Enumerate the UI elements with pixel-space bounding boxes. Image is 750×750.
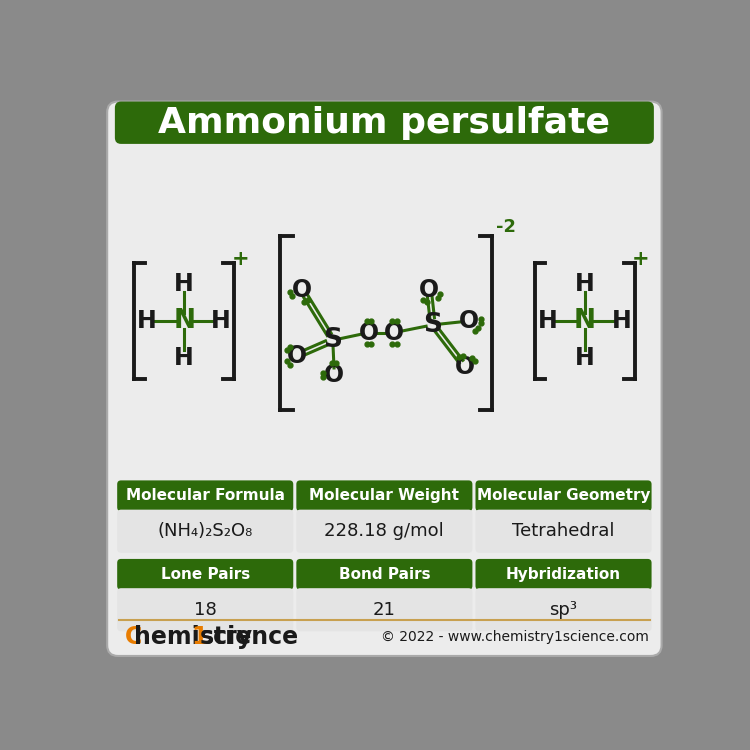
- Text: O: O: [359, 320, 379, 344]
- Text: Ammonium persulfate: Ammonium persulfate: [158, 106, 610, 140]
- FancyBboxPatch shape: [476, 510, 652, 553]
- Text: N: N: [173, 308, 195, 334]
- FancyBboxPatch shape: [117, 510, 293, 553]
- Text: H: H: [538, 309, 557, 333]
- FancyBboxPatch shape: [115, 101, 654, 144]
- Text: H: H: [137, 309, 157, 333]
- Text: sp³: sp³: [550, 601, 578, 619]
- Text: 18: 18: [194, 601, 217, 619]
- Text: H: H: [174, 272, 194, 296]
- Text: H: H: [574, 272, 595, 296]
- Text: +: +: [632, 250, 650, 269]
- Text: © 2022 - www.chemistry1science.com: © 2022 - www.chemistry1science.com: [380, 630, 649, 644]
- Text: Lone Pairs: Lone Pairs: [160, 567, 250, 582]
- Text: O: O: [292, 278, 312, 302]
- FancyBboxPatch shape: [296, 588, 472, 632]
- Text: +: +: [232, 250, 249, 269]
- FancyBboxPatch shape: [296, 481, 472, 512]
- Text: (NH₄)₂S₂O₈: (NH₄)₂S₂O₈: [158, 522, 253, 540]
- FancyBboxPatch shape: [117, 588, 293, 632]
- Text: N: N: [574, 308, 596, 334]
- FancyBboxPatch shape: [476, 588, 652, 632]
- Text: H: H: [574, 346, 595, 370]
- Text: -2: -2: [496, 218, 516, 236]
- FancyBboxPatch shape: [476, 481, 652, 512]
- Text: Bond Pairs: Bond Pairs: [338, 567, 430, 582]
- FancyBboxPatch shape: [107, 101, 662, 656]
- Text: O: O: [287, 344, 308, 368]
- Text: 228.18 g/mol: 228.18 g/mol: [325, 522, 444, 540]
- Text: H: H: [211, 309, 231, 333]
- FancyBboxPatch shape: [296, 510, 472, 553]
- FancyBboxPatch shape: [117, 559, 293, 590]
- Text: O: O: [419, 278, 439, 302]
- Text: O: O: [455, 356, 476, 380]
- FancyBboxPatch shape: [296, 559, 472, 590]
- Text: Molecular Formula: Molecular Formula: [126, 488, 285, 503]
- Text: S: S: [323, 327, 342, 353]
- Text: S: S: [424, 312, 442, 338]
- Text: C: C: [125, 625, 142, 649]
- Text: science: science: [200, 625, 298, 649]
- Text: 1: 1: [192, 625, 208, 649]
- Text: Molecular Weight: Molecular Weight: [309, 488, 459, 503]
- Text: O: O: [384, 320, 404, 344]
- Text: Tetrahedral: Tetrahedral: [512, 522, 615, 540]
- Text: Hybridization: Hybridization: [506, 567, 621, 582]
- Text: 21: 21: [373, 601, 396, 619]
- Text: H: H: [612, 309, 632, 333]
- Text: O: O: [459, 309, 479, 333]
- FancyBboxPatch shape: [476, 559, 652, 590]
- Text: O: O: [324, 363, 344, 387]
- Text: hemistry: hemistry: [134, 625, 252, 649]
- Text: Molecular Geometry: Molecular Geometry: [477, 488, 650, 503]
- Text: H: H: [174, 346, 194, 370]
- FancyBboxPatch shape: [117, 481, 293, 512]
